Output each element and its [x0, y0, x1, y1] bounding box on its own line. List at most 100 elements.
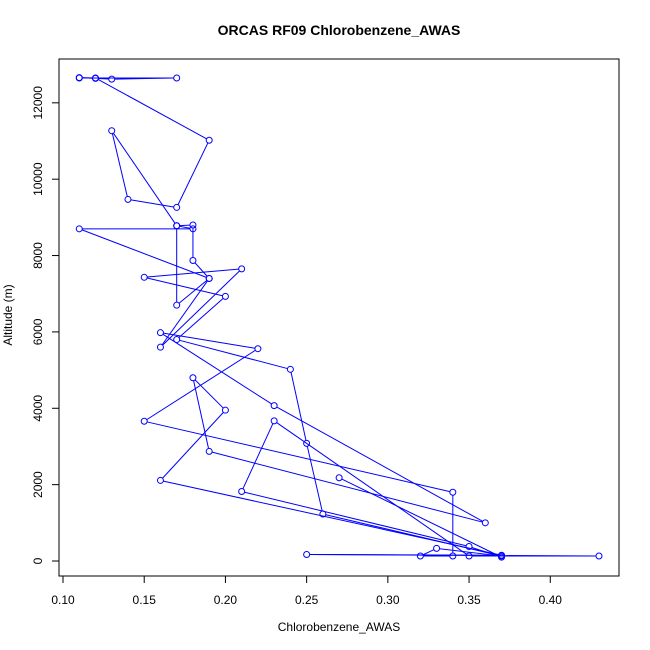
series-segment	[163, 332, 256, 349]
y-tick-label: 10000	[31, 162, 45, 196]
series-segment	[471, 546, 499, 557]
series-segment	[194, 379, 224, 409]
series-segment	[242, 423, 274, 489]
data-point	[173, 222, 181, 230]
data-point	[205, 447, 213, 455]
data-point	[205, 274, 213, 282]
data-point	[156, 343, 164, 351]
data-point	[319, 510, 327, 518]
series-segment	[244, 491, 467, 547]
data-point	[205, 136, 213, 144]
data-point	[173, 74, 181, 82]
data-point	[140, 417, 148, 425]
x-axis: 0.10 0.15 0.20 0.25 0.30 0.35 0.40	[51, 575, 563, 607]
y-tick-label: 6000	[31, 318, 45, 345]
x-tick-label: 0.25	[295, 593, 319, 607]
chart-title: ORCAS RF09 Chlorobenzene_AWAS	[218, 22, 461, 38]
data-point	[108, 75, 116, 83]
series-segment	[179, 339, 288, 370]
series-segment	[162, 270, 240, 346]
data-point	[465, 542, 473, 550]
y-axis-label: Altitude (m)	[1, 284, 15, 345]
data-point	[75, 74, 83, 82]
y-tick-label: 12000	[31, 86, 45, 120]
series-segment	[97, 79, 207, 140]
series-segment	[114, 77, 174, 80]
data-point	[189, 257, 197, 265]
data-point	[498, 551, 506, 559]
series-segment	[193, 380, 210, 449]
series-segment	[178, 279, 208, 304]
data-point	[221, 406, 229, 414]
y-tick-label: 2000	[31, 471, 45, 498]
data-point	[449, 488, 457, 496]
series-segment	[341, 478, 500, 557]
data-point	[238, 488, 246, 496]
data-point	[335, 474, 343, 482]
series-segment	[276, 406, 483, 522]
series-segment	[162, 412, 224, 479]
data-point	[173, 301, 181, 309]
x-tick-label: 0.30	[376, 593, 400, 607]
data-point	[221, 292, 229, 300]
series-segment	[422, 549, 435, 556]
data-point	[481, 519, 489, 527]
series-segment	[163, 480, 499, 556]
series-segment	[179, 225, 191, 229]
data-point	[140, 273, 148, 281]
data-point	[238, 265, 246, 273]
data-point	[75, 225, 83, 233]
data-point	[286, 365, 294, 373]
data-point	[465, 552, 473, 560]
y-tick-label: 8000	[31, 242, 45, 269]
data-point	[595, 552, 603, 560]
data-point	[449, 552, 457, 560]
x-tick-label: 0.15	[133, 593, 157, 607]
x-tick-label: 0.35	[457, 593, 481, 607]
data-point	[270, 402, 278, 410]
data-point	[416, 552, 424, 560]
series-segment	[147, 277, 223, 297]
data-point	[156, 476, 164, 484]
series-segment	[113, 132, 176, 224]
series-segment	[439, 548, 499, 557]
data-point	[189, 225, 197, 233]
data-point	[91, 74, 99, 82]
series-segment	[177, 142, 209, 205]
x-tick-label: 0.20	[214, 593, 238, 607]
y-tick-label: 4000	[31, 395, 45, 422]
data-point	[498, 553, 506, 561]
y-axis: 0 2000 4000 6000 8000 10000 12000	[31, 86, 60, 564]
series-segment	[146, 349, 256, 421]
x-tick-label: 0.40	[539, 593, 563, 607]
data-point	[173, 203, 181, 211]
data-point	[108, 127, 116, 135]
x-axis-label: Chlorobenzene_AWAS	[278, 620, 401, 634]
series-segment	[211, 451, 483, 523]
series-layer	[75, 74, 603, 561]
series-segment	[178, 298, 224, 338]
data-point	[124, 195, 132, 203]
data-point	[254, 345, 262, 353]
series-segment	[162, 333, 272, 405]
data-point	[189, 374, 197, 382]
data-point	[270, 417, 278, 425]
data-point	[173, 336, 181, 344]
series-segment	[194, 262, 208, 277]
data-point	[156, 329, 164, 337]
series-segment	[290, 372, 307, 441]
data-point	[433, 544, 441, 552]
series-segment	[111, 133, 128, 197]
y-tick-label: 0	[31, 557, 45, 564]
series-segment	[81, 229, 207, 278]
x-tick-label: 0.10	[51, 593, 75, 607]
series-segment	[130, 199, 174, 208]
plot-frame	[58, 58, 620, 577]
series-segment	[276, 422, 467, 555]
data-point	[189, 221, 197, 229]
series-segment	[147, 421, 451, 493]
data-point	[303, 551, 311, 559]
data-point	[303, 439, 311, 447]
series-segment	[147, 268, 239, 278]
